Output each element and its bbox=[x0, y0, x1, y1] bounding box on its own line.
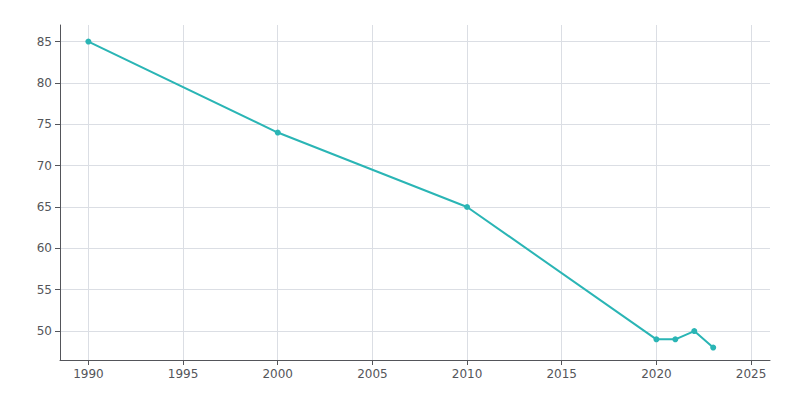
svg-text:2005: 2005 bbox=[357, 367, 388, 381]
svg-text:2020: 2020 bbox=[641, 367, 672, 381]
svg-text:80: 80 bbox=[37, 76, 52, 90]
svg-text:2000: 2000 bbox=[262, 367, 293, 381]
svg-text:55: 55 bbox=[37, 283, 52, 297]
svg-text:2015: 2015 bbox=[546, 367, 577, 381]
svg-text:70: 70 bbox=[37, 159, 52, 173]
svg-text:65: 65 bbox=[37, 200, 52, 214]
svg-text:75: 75 bbox=[37, 117, 52, 131]
svg-text:60: 60 bbox=[37, 241, 52, 255]
svg-text:2025: 2025 bbox=[736, 367, 767, 381]
svg-text:85: 85 bbox=[37, 35, 52, 49]
svg-text:1990: 1990 bbox=[73, 367, 104, 381]
svg-text:50: 50 bbox=[37, 324, 52, 338]
svg-text:1995: 1995 bbox=[168, 367, 199, 381]
svg-text:2010: 2010 bbox=[452, 367, 483, 381]
